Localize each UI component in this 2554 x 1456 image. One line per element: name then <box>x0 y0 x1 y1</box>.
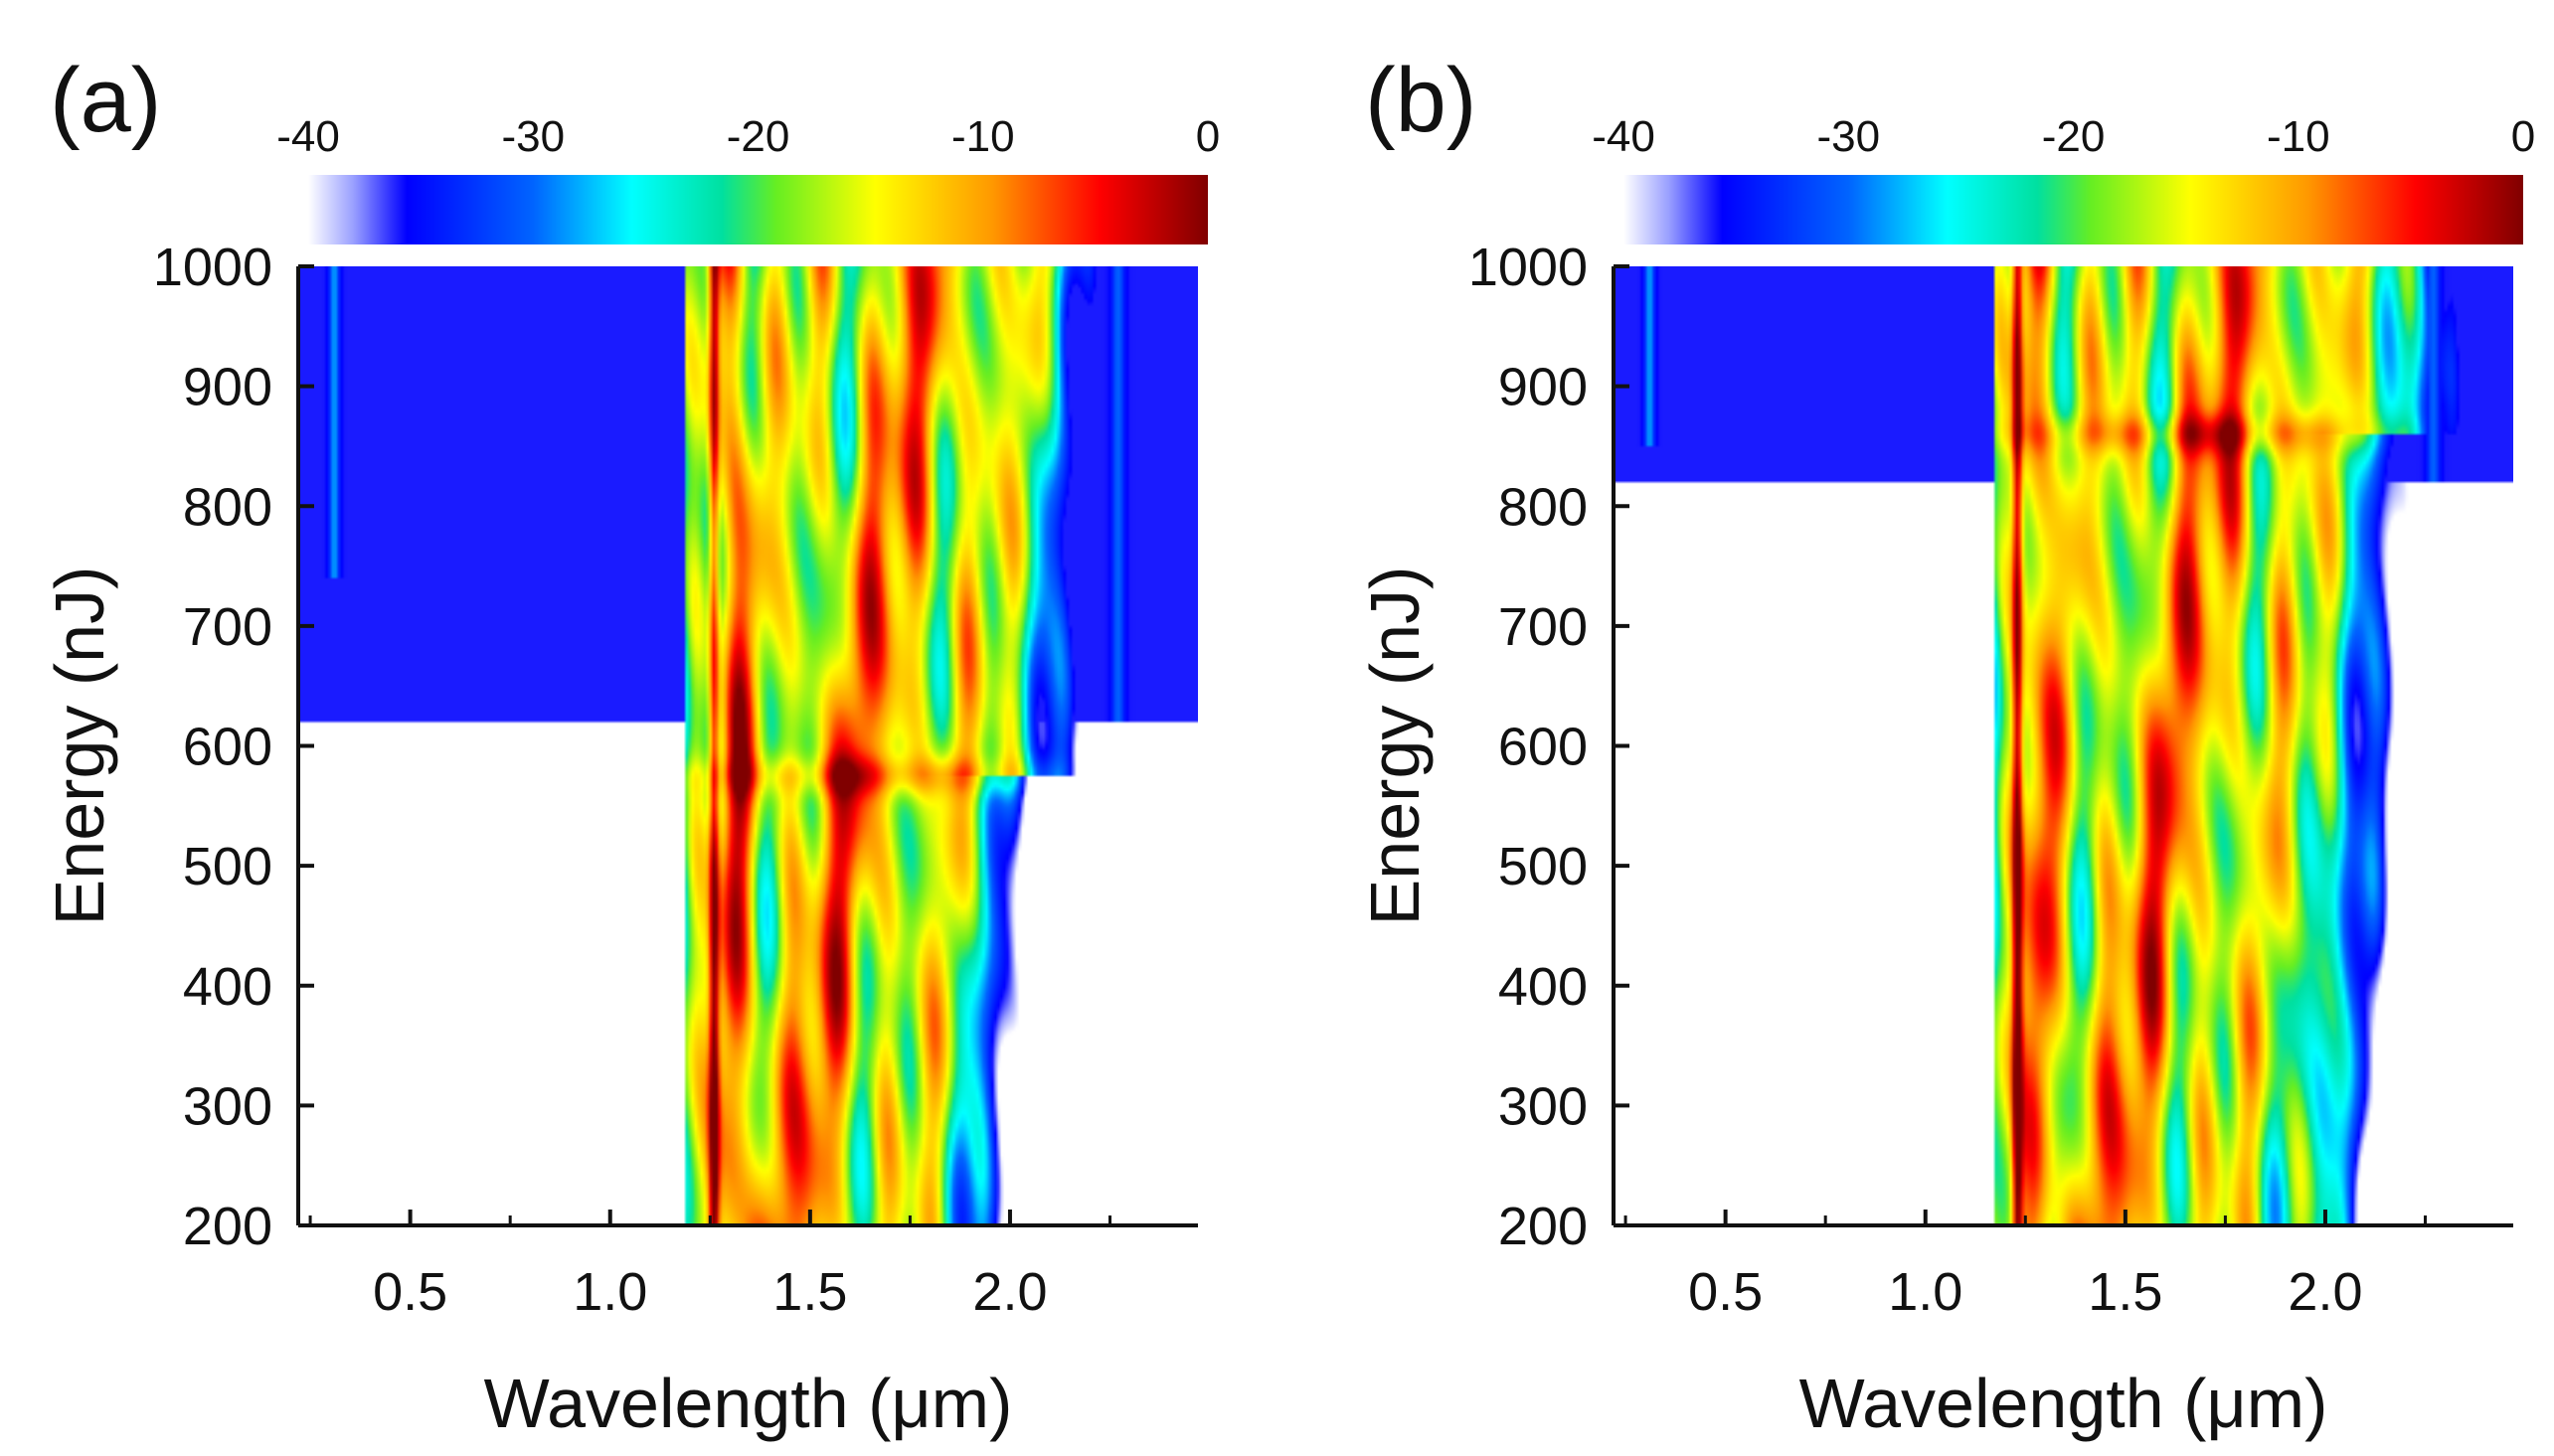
y-tick-label: 800 <box>1498 477 1588 537</box>
panel-label: (a) <box>50 50 161 151</box>
x-tick-label: 2.0 <box>972 1262 1047 1322</box>
y-tick-label: 600 <box>183 718 272 777</box>
y-tick-label: 200 <box>183 1197 272 1256</box>
colorbar <box>308 175 1208 244</box>
x-tick-label: 1.0 <box>1888 1262 1962 1322</box>
y-tick-label: 800 <box>183 477 272 537</box>
colorbar-tick-label: -20 <box>727 112 790 161</box>
x-tick-label: 0.5 <box>1688 1262 1763 1322</box>
x-axis-title: Wavelength (μm) <box>1799 1365 2328 1442</box>
colorbar-tick-label: -30 <box>1816 112 1880 161</box>
panel-b: (b) -40 -30 -20 -10 0 200 300 400 500 600 700 800 900… <box>1356 50 2535 1442</box>
y-tick-label: 300 <box>183 1076 272 1136</box>
panel-label: (b) <box>1365 50 1476 151</box>
colorbar-tick-label: -30 <box>501 112 565 161</box>
x-tick-label: 1.0 <box>573 1262 647 1322</box>
colorbar-tick-label: -10 <box>2267 112 2330 161</box>
colorbar <box>1623 175 2523 244</box>
y-axis-title: Energy (nJ) <box>1356 566 1434 926</box>
colorbar-tick-label: 0 <box>2511 112 2535 161</box>
y-axis-title: Energy (nJ) <box>41 566 118 926</box>
y-tick-label: 400 <box>1498 957 1588 1017</box>
y-tick-label: 700 <box>183 597 272 657</box>
y-tick-label: 200 <box>1498 1197 1588 1256</box>
y-tick-label: 300 <box>1498 1076 1588 1136</box>
colorbar-tick-label: -10 <box>951 112 1015 161</box>
y-tick-label: 900 <box>183 358 272 417</box>
y-tick-label: 400 <box>183 957 272 1017</box>
heatmap <box>298 266 1198 1225</box>
colorbar-tick-label: -40 <box>1592 112 1655 161</box>
heatmap <box>1614 266 2513 1225</box>
y-tick-label: 500 <box>1498 837 1588 896</box>
x-axis-title: Wavelength (μm) <box>484 1365 1013 1442</box>
colorbar-tick-label: 0 <box>1196 112 1220 161</box>
colorbar-tick-label: -40 <box>276 112 340 161</box>
y-tick-label: 500 <box>183 837 272 896</box>
y-tick-label: 1000 <box>153 238 272 297</box>
y-tick-label: 700 <box>1498 597 1588 657</box>
x-tick-label: 2.0 <box>2288 1262 2362 1322</box>
colorbar-tick-label: -20 <box>2042 112 2106 161</box>
panel-a: (a) -40 -30 -20 -10 0 200 300 400 500 600 700 800 900… <box>41 50 1220 1442</box>
y-tick-label: 900 <box>1498 358 1588 417</box>
x-tick-label: 1.5 <box>772 1262 847 1322</box>
y-tick-label: 1000 <box>1468 238 1588 297</box>
x-tick-label: 1.5 <box>2088 1262 2162 1322</box>
y-tick-label: 600 <box>1498 718 1588 777</box>
x-tick-label: 0.5 <box>373 1262 447 1322</box>
